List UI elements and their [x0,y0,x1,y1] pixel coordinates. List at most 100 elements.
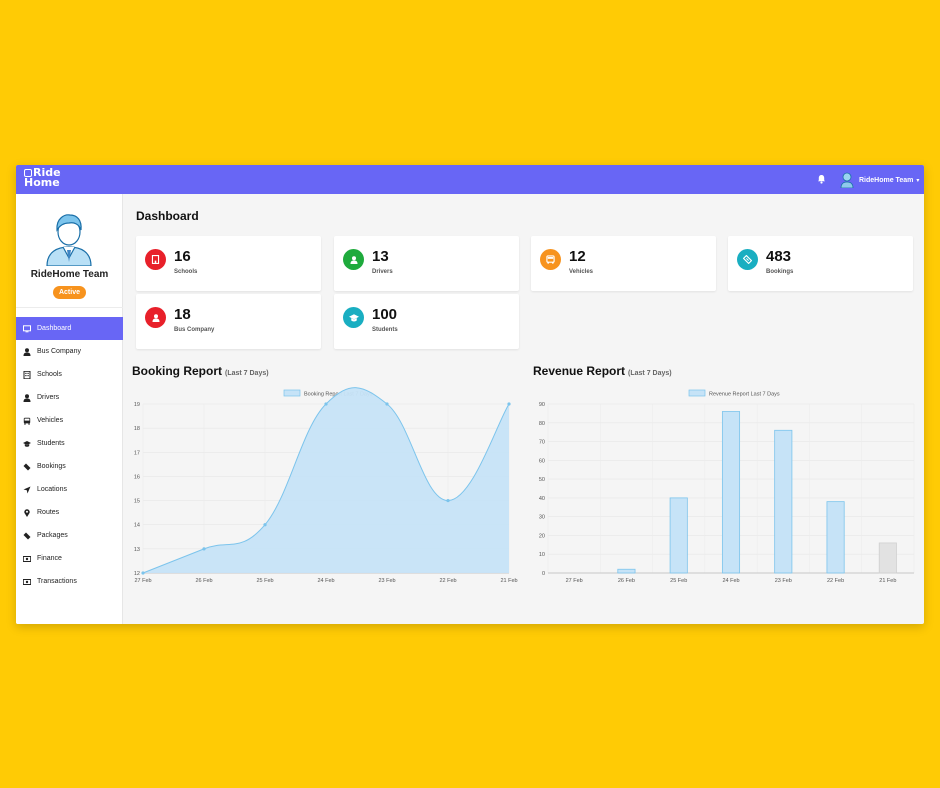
data-point [324,402,328,406]
sidebar-item-label: Transactions [37,578,77,585]
stat-value: 483 [766,248,792,265]
x-tick-label: 26 Feb [195,578,212,584]
stat-card-schools[interactable]: 16 Schools [136,236,321,291]
page-title: Dashboard [136,209,199,223]
booking-report-title: Booking Report [132,364,222,378]
building-icon [151,255,160,264]
bus-logo-icon [24,169,32,177]
y-tick-label: 50 [539,477,545,483]
ticket-icon [23,463,31,470]
x-tick-label: 25 Feb [256,578,273,584]
sidebar-item-bookings[interactable]: Bookings [16,455,123,478]
bar [669,497,688,574]
data-point [507,402,511,406]
sidebar-item-label: Finance [37,555,62,562]
caret-down-icon: ▾ [916,177,920,184]
stat-icon-circle [737,249,758,270]
sidebar-item-vehicles[interactable]: Vehicles [16,409,123,432]
stat-value: 12 [569,248,586,265]
stat-label: Schools [174,269,198,275]
sidebar-item-bus-company[interactable]: Bus Company [16,340,123,363]
x-tick-label: 21 Feb [879,578,896,584]
ticket-icon [23,532,31,539]
booking-report-subtitle: (Last 7 Days) [225,370,269,377]
app-window: Ride Home RideHome Team ▾ RideHome Team … [16,165,924,624]
user-icon [23,347,31,356]
sidebar-item-locations[interactable]: Locations [16,478,123,501]
sidebar-item-label: Students [37,440,65,447]
sidebar-item-label: Locations [37,486,67,493]
data-point [385,402,389,406]
stat-label: Drivers [372,269,393,275]
stat-card-bookings[interactable]: 483 Bookings [728,236,913,291]
area-fill [143,387,509,573]
data-point [263,523,267,527]
stat-label: Bus Company [174,327,215,333]
sidebar-item-label: Bus Company [37,348,81,355]
sidebar-item-label: Dashboard [37,325,72,332]
revenue-report-title: Revenue Report [533,364,626,378]
ridehome-logo[interactable]: Ride Home [24,167,64,192]
ticket-icon [743,255,752,264]
profile-name: RideHome Team [30,269,109,280]
stat-label: Vehicles [569,269,594,275]
main-content: Dashboard 16 Schools 13 Drivers 12 Vehic… [123,194,924,624]
bar [721,411,741,574]
stat-card-bus-company[interactable]: 18 Bus Company [136,294,321,349]
money-icon [23,555,31,562]
data-point [446,498,450,503]
revenue-report-chart: 0 10 20 30 40 50 60 70 80 90 27 Feb 26 Feb 25 Feb 24 … [539,389,915,584]
stat-card-drivers[interactable]: 13 Drivers [334,236,519,291]
booking-report-heading: Booking Report (Last 7 Days) [132,364,269,378]
graduation-cap-icon [348,313,359,321]
x-tick-label: 25 Feb [670,578,687,584]
user-name: RideHome Team [859,176,914,184]
sidebar-divider [16,307,123,308]
x-tick-label: 23 Feb [378,578,395,584]
legend-swatch [688,389,706,397]
y-tick-label: 80 [539,421,545,427]
sidebar-item-drivers[interactable]: Drivers [16,386,123,409]
stat-icon-circle [343,307,364,328]
stat-card-students[interactable]: 100 Students [334,294,519,349]
booking-report-chart: 12 13 14 15 16 17 18 19 27 Feb 26 Feb 25 Feb 24 Feb… [134,387,518,584]
sidebar-item-label: Drivers [37,394,60,401]
bar [617,568,636,574]
user-menu[interactable]: RideHome Team ▾ [840,171,919,189]
sidebar-item-finance[interactable]: Finance [16,547,123,570]
legend-swatch [283,389,301,397]
building-icon [23,370,31,379]
sidebar-item-label: Vehicles [37,417,64,424]
y-tick-label: 16 [134,474,140,480]
revenue-report-heading: Revenue Report (Last 7 Days) [533,364,672,378]
user-icon [152,313,159,322]
stat-card-vehicles[interactable]: 12 Vehicles [531,236,716,291]
sidebar-item-dashboard[interactable]: Dashboard [16,317,123,340]
stat-value: 13 [372,248,389,265]
stat-icon-circle [540,249,561,270]
y-tick-label: 19 [134,402,140,408]
bus-icon [23,417,31,425]
sidebar-item-label: Routes [37,509,60,516]
x-tick-label: 24 Feb [317,578,334,584]
y-tick-label: 30 [539,515,545,521]
user-avatar-icon [840,172,854,188]
sidebar-item-routes[interactable]: Routes [16,501,123,524]
stat-label: Students [372,327,398,333]
sidebar-item-schools[interactable]: Schools [16,363,123,386]
y-tick-label: 18 [134,426,140,432]
sidebar-item-transactions[interactable]: Transactions [16,570,123,593]
bell-icon[interactable] [817,174,826,184]
sidebar-item-packages[interactable]: Packages [16,524,123,547]
y-tick-label: 20 [539,533,545,539]
sidebar-item-students[interactable]: Students [16,432,123,455]
y-tick-label: 12 [134,571,140,577]
bar [826,501,845,574]
monitor-icon [23,324,31,332]
data-point [202,547,206,551]
y-tick-label: 0 [542,571,545,577]
sidebar-item-label: Bookings [37,463,66,470]
y-tick-label: 10 [539,552,545,558]
sidebar-item-label: Packages [37,532,68,539]
bar [774,429,793,574]
